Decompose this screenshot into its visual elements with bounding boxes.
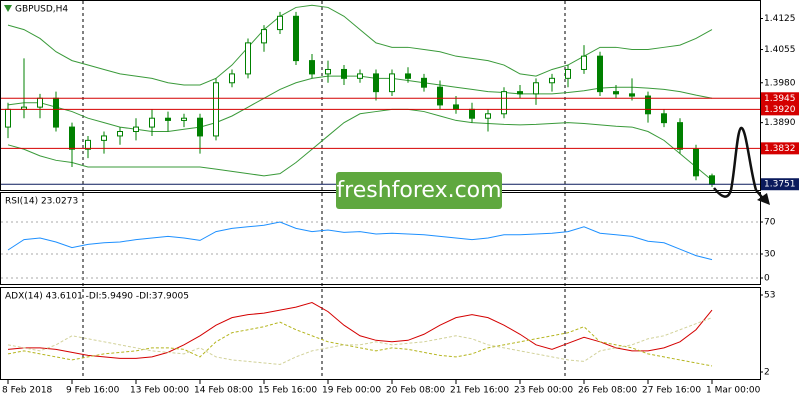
candle-body <box>5 108 11 128</box>
x-tick-label: 14 Feb 08:00 <box>194 386 253 396</box>
symbol-title: GBPUSD,H4 <box>15 5 68 15</box>
candle-body <box>693 148 699 177</box>
y-tick-label: 2 <box>764 368 770 378</box>
candle-body <box>565 68 571 79</box>
candle-body <box>245 42 251 75</box>
candle-body <box>517 91 523 95</box>
candle-body <box>453 104 459 110</box>
candle-body <box>469 108 475 119</box>
watermark-box <box>336 172 502 209</box>
y-tick-label: 0 <box>764 274 770 284</box>
level-label: 1.3920 <box>764 105 796 115</box>
candle-body <box>181 117 187 121</box>
forecast-arrowhead <box>757 193 770 205</box>
candle-body <box>69 126 75 150</box>
candle-body <box>677 122 683 150</box>
candle-body <box>645 95 651 115</box>
candle-body <box>421 77 427 88</box>
y-tick-label: 30 <box>764 250 776 260</box>
y-tick-label: 1.3890 <box>764 118 796 128</box>
level-label: 1.3832 <box>764 144 796 154</box>
candle-body <box>293 15 299 62</box>
candle-body <box>133 126 139 133</box>
candle-body <box>101 135 107 141</box>
x-tick-label: 23 Feb 00:00 <box>514 386 573 396</box>
candle-body <box>53 97 59 128</box>
x-tick-label: 9 Feb 16:00 <box>66 386 120 396</box>
level-label-box <box>761 103 799 116</box>
candle-body <box>85 139 91 150</box>
candle-body <box>309 60 315 75</box>
candle-body <box>325 68 331 75</box>
candle-body <box>341 68 347 79</box>
bollinger-band <box>7 4 713 86</box>
candle-body <box>437 86 443 106</box>
x-tick-label: 8 Feb 2018 <box>2 386 53 396</box>
symbol-icon <box>4 5 12 12</box>
rsi-title: RSI(14) 23.0273 <box>5 197 78 207</box>
candle-body <box>117 131 123 137</box>
candle-body <box>597 55 603 93</box>
candle-body <box>405 73 411 79</box>
indicator-line <box>7 302 713 359</box>
x-tick-label: 20 Feb 08:00 <box>386 386 445 396</box>
candle-body <box>229 73 235 84</box>
candle-body <box>277 15 283 31</box>
candle-body <box>389 73 395 93</box>
candle-body <box>373 73 379 93</box>
y-tick-label: 70 <box>764 218 776 228</box>
adx-title: ADX(14) 43.6101 -DI:5.9490 -DI:37.9005 <box>5 292 189 302</box>
x-tick-label: 19 Feb 00:00 <box>322 386 381 396</box>
level-label-box <box>761 142 799 155</box>
x-tick-label: 27 Feb 16:00 <box>642 386 701 396</box>
candle-body <box>261 29 267 44</box>
candle-body <box>629 93 635 97</box>
level-label: 1.3751 <box>764 180 796 190</box>
indicator-line <box>7 221 713 261</box>
x-tick-label: 21 Feb 16:00 <box>450 386 509 396</box>
level-label: 1.3945 <box>764 94 796 104</box>
bollinger-band <box>7 108 713 181</box>
y-tick-label: 1.3980 <box>764 78 796 88</box>
candle-body <box>661 113 667 124</box>
candle-body <box>613 91 619 95</box>
y-tick-label: 1.4125 <box>764 14 796 24</box>
x-tick-label: 13 Feb 00:00 <box>130 386 189 396</box>
adx-panel <box>0 287 761 380</box>
level-label-box <box>761 178 799 191</box>
candle-body <box>37 97 43 108</box>
candle-body <box>485 113 491 119</box>
y-tick-label: 53 <box>764 291 775 301</box>
candle-body <box>149 117 155 128</box>
x-tick-label: 26 Feb 08:00 <box>578 386 637 396</box>
indicator-line <box>7 317 713 365</box>
candle-body <box>165 117 171 121</box>
candle-body <box>357 73 363 79</box>
candle-body <box>549 77 555 84</box>
watermark: freshforex.com <box>336 178 501 203</box>
x-tick-label: 1 Mar 00:00 <box>706 386 761 396</box>
x-tick-label: 15 Feb 16:00 <box>258 386 317 396</box>
level-label-box <box>761 92 799 105</box>
candle-body <box>501 91 507 115</box>
y-tick-label: 1.4055 <box>764 45 796 55</box>
candle-body <box>197 117 203 137</box>
candle-body <box>709 175 715 185</box>
forecast-arrow <box>713 126 767 203</box>
candle-body <box>533 82 539 95</box>
candle-body <box>581 55 587 70</box>
